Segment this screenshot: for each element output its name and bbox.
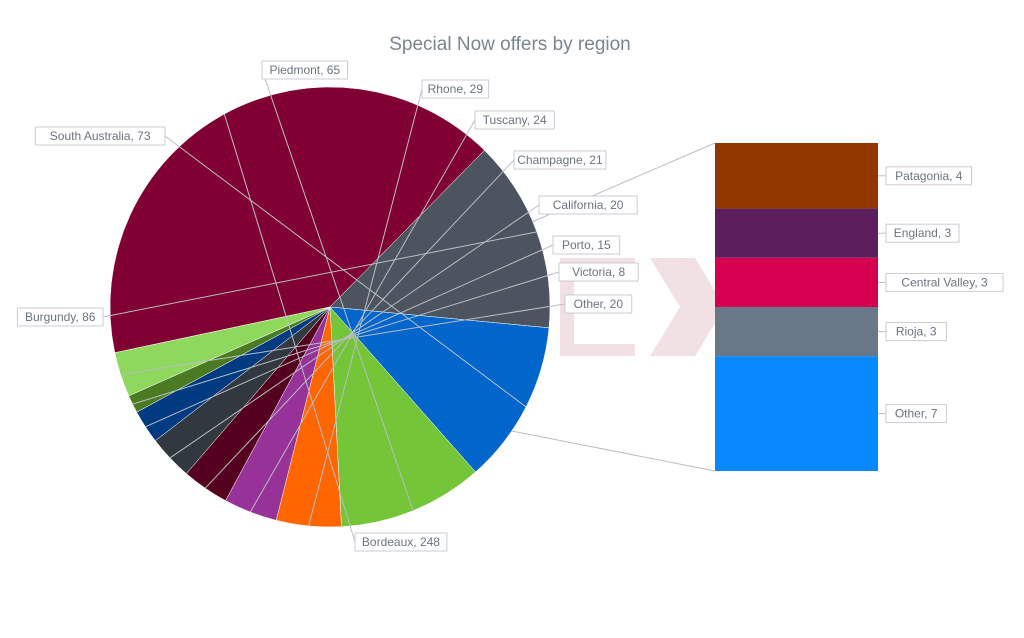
data-label-rhone: Rhone, 29	[428, 82, 484, 96]
data-labels: Bordeaux, 248 Burgundy, 86 South Australia…	[16, 60, 1004, 552]
data-label-rhone-leader	[308, 88, 423, 527]
bar-label-other: Other, 7	[895, 407, 938, 421]
data-label-bordeaux: Bordeaux, 248	[362, 535, 440, 549]
data-label-victoria-box	[558, 262, 639, 282]
data-label-rhone-box	[421, 79, 490, 99]
bar-segment-other[interactable]	[715, 356, 878, 471]
data-label-victoria-leader	[132, 271, 560, 405]
data-label-california: California, 20	[553, 198, 624, 212]
data-label-piedmont: Piedmont, 65	[269, 63, 340, 77]
data-label-burgundy-box	[16, 307, 104, 327]
bar-label-central-valley-box	[885, 272, 1004, 292]
bar-label-other-box	[885, 404, 947, 424]
data-label-california-box	[538, 195, 638, 215]
data-label-other-leader	[120, 303, 566, 376]
bar-label-england-box	[885, 223, 960, 243]
data-label-piedmont-leader	[261, 69, 414, 511]
pie-slice-other[interactable]	[114, 306, 331, 397]
data-label-burgundy: Burgundy, 86	[25, 310, 96, 324]
data-label-tuscany: Tuscany, 24	[483, 113, 547, 127]
breakdown-bar	[715, 143, 878, 471]
bar-label-rioja-box	[885, 322, 947, 342]
data-label-south-australia: South Australia, 73	[50, 129, 151, 143]
bar-segment-rioja[interactable]	[715, 307, 878, 357]
data-label-south-australia-leader	[164, 135, 527, 408]
data-label-tuscany-leader	[249, 119, 476, 513]
data-label-champagne: Champagne, 21	[517, 153, 603, 167]
data-label-other-box	[564, 294, 633, 314]
data-label-burgundy-leader	[102, 231, 537, 318]
data-label-bordeaux-leader	[223, 113, 356, 543]
bar-label-patagonia-box	[885, 166, 973, 186]
bar-segment-patagonia[interactable]	[715, 143, 878, 209]
data-label-porto-box	[552, 235, 621, 255]
data-label-california-leader	[169, 204, 540, 459]
bar-label-patagonia: Patagonia, 4	[895, 169, 963, 183]
data-label-porto-leader	[145, 244, 554, 428]
data-label-victoria: Victoria, 8	[572, 265, 625, 279]
data-label-tuscany-box	[474, 110, 555, 130]
chart-title: Special Now offers by region	[389, 34, 631, 55]
data-label-champagne-box	[513, 150, 607, 170]
data-label-south-australia-box	[34, 126, 166, 146]
bar-label-central-valley: Central Valley, 3	[901, 275, 988, 289]
bar-segment-england[interactable]	[715, 208, 878, 258]
bar-label-england: England, 3	[894, 226, 952, 240]
data-label-piedmont-box	[261, 60, 349, 80]
data-label-other: Other, 20	[574, 297, 624, 311]
data-label-porto: Porto, 15	[562, 238, 611, 252]
bar-label-rioja: Rioja, 3	[896, 325, 937, 339]
bar-segment-central-valley[interactable]	[715, 257, 878, 307]
data-label-champagne-leader	[204, 159, 515, 489]
data-label-bordeaux-box	[354, 532, 448, 552]
